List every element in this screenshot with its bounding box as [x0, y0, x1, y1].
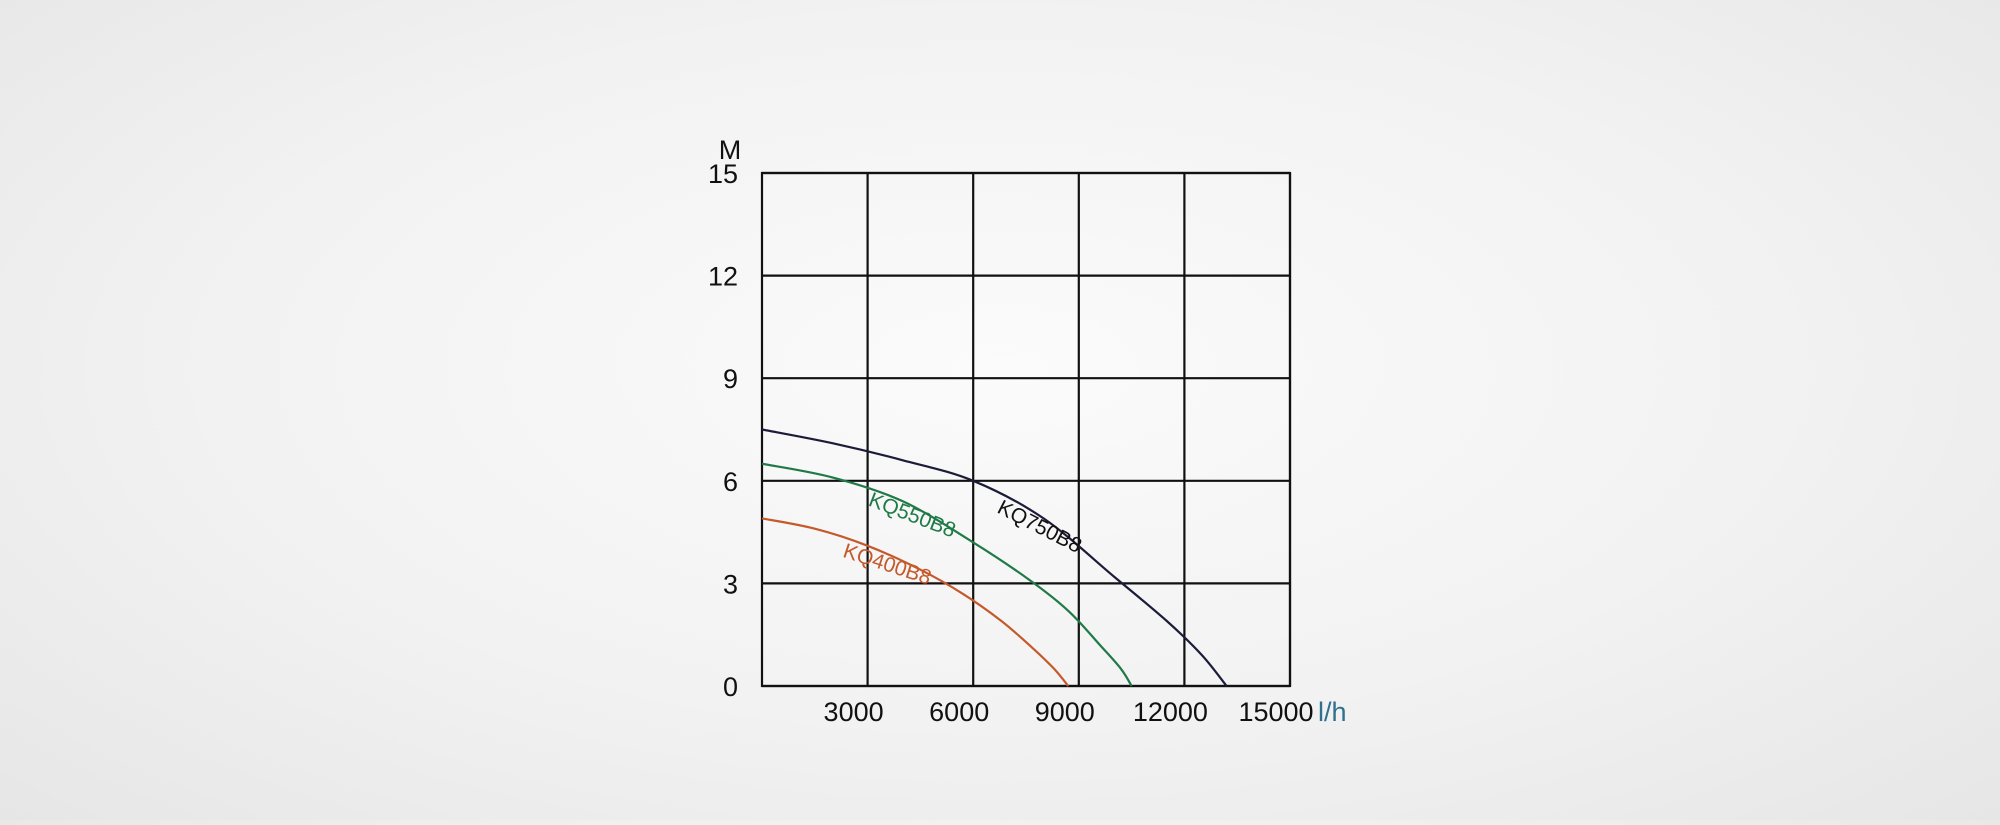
series-line-kq400b8	[761, 517, 1070, 687]
grid	[760, 171, 1292, 688]
y-tick-label: 15	[708, 159, 738, 189]
series-label-kq400b8: KQ400B8	[840, 540, 934, 590]
series-line-kq550b8	[761, 462, 1133, 687]
x-tick-label: 6000	[929, 697, 989, 727]
y-unit-label: M	[719, 135, 742, 165]
x-tick-label: 15000	[1238, 697, 1313, 727]
labels: 0 3 6 9 12 15M 3000 6000 9000 12000 15000 l/h KQ750B…	[708, 135, 1347, 727]
series-line-kq750b8	[761, 428, 1228, 687]
x-tick-label: 12000	[1133, 697, 1208, 727]
curves	[761, 428, 1228, 687]
y-tick-label: 3	[723, 569, 738, 599]
x-tick-label: 9000	[1035, 697, 1095, 727]
series-label-kq550b8: KQ550B8	[866, 488, 959, 542]
y-tick-label: 0	[723, 672, 738, 702]
y-tick-label: 6	[723, 467, 738, 497]
y-tick-label: 12	[708, 262, 738, 292]
x-unit-label: l/h	[1318, 697, 1347, 727]
plot-frame	[760, 171, 1292, 688]
series-label-kq750b8: KQ750B8	[994, 496, 1086, 558]
y-tick-label: 9	[723, 364, 738, 394]
x-tick-label: 3000	[824, 697, 884, 727]
